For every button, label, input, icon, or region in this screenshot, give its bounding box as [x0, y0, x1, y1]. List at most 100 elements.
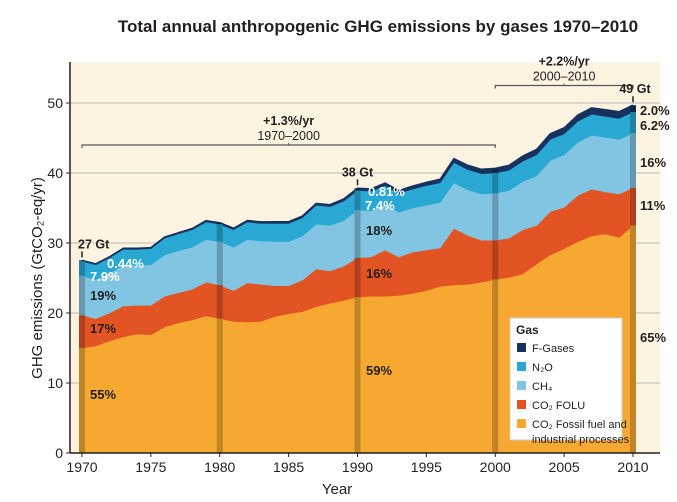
share-label-f-gases: 0.81%	[368, 184, 405, 199]
legend-title: Gas	[516, 323, 539, 337]
share-label-co2-folu: 17%	[90, 321, 116, 336]
band-segment	[630, 105, 636, 113]
band-segment	[354, 190, 361, 211]
band-segment	[216, 224, 223, 242]
legend-swatch	[517, 381, 526, 390]
x-tick-label: 1980	[204, 459, 235, 475]
band-shade	[630, 187, 636, 226]
band-shade	[79, 260, 85, 262]
x-tick-label: 1970	[66, 459, 97, 475]
band-shade	[492, 279, 499, 453]
growth-period-label: 1970–2000	[257, 129, 320, 143]
legend-swatch	[517, 362, 526, 371]
band-segment	[492, 240, 499, 280]
share-label-n2o: 7.4%	[365, 198, 395, 213]
band-segment	[216, 318, 223, 453]
band-shade	[630, 133, 636, 188]
y-tick-label: 30	[47, 235, 63, 251]
legend-label-cont: industrial processes	[532, 434, 630, 446]
band-segment	[630, 225, 636, 453]
legend: Gas F-Gases N₂O CH₄ CO₂ FOLU CO₂ Fossil fuel …	[509, 317, 630, 446]
share-label-co2-folu: 11%	[640, 198, 666, 213]
band-segment	[79, 260, 85, 262]
band-shade	[216, 222, 223, 225]
band-segment	[492, 279, 499, 453]
y-tick-label: 0	[55, 445, 63, 461]
share-labels: 27 Gt 38 Gt 49 Gt 0.44%7.9% 19% 17% 55% 0.81%7.…	[78, 82, 670, 402]
band-shade	[216, 224, 223, 242]
chart-title: Total annual anthropogenic GHG emissions…	[118, 17, 638, 36]
band-shade	[79, 315, 85, 348]
x-axis-label: Year	[322, 481, 352, 498]
growth-rate-label: +2.2%/yr	[539, 55, 590, 69]
share-label-n2o: 6.2%	[640, 118, 670, 133]
x-tick-label: 1990	[342, 459, 373, 475]
band-shade	[492, 193, 499, 241]
band-segment	[79, 261, 85, 276]
y-tick-label: 40	[47, 165, 63, 181]
x-tick-label: 2000	[480, 459, 511, 475]
x-tick-label: 1995	[411, 459, 442, 475]
band-shade	[492, 240, 499, 280]
share-label-f-gases: 0.44%	[107, 256, 144, 271]
band-segment	[216, 285, 223, 319]
band-segment	[216, 241, 223, 285]
legend-swatch	[517, 343, 526, 352]
band-segment	[492, 173, 499, 194]
x-tick-label: 2010	[617, 459, 648, 475]
total-label: 49 Gt	[619, 82, 651, 96]
legend-swatch	[517, 419, 526, 428]
legend-label: N₂O	[532, 362, 553, 374]
band-segment	[630, 187, 636, 226]
band-shade	[216, 241, 223, 285]
band-segment	[79, 315, 85, 348]
growth-period-label: 2000–2010	[533, 70, 596, 84]
share-label-ch4: 19%	[90, 288, 116, 303]
x-tick-label: 1975	[135, 459, 166, 475]
band-shade	[630, 225, 636, 453]
band-segment	[354, 257, 361, 297]
y-axis-label: GHG emissions (GtCO₂-eq/yr)	[29, 177, 46, 379]
x-tick-label: 2005	[549, 459, 580, 475]
legend-label: CO₂ Fossil fuel and	[532, 419, 627, 431]
axes: 0 10 20 30 40 50 1970 1975 1980 1985 1990 1995 2000 2…	[47, 62, 660, 475]
x-tick-label: 1985	[273, 459, 304, 475]
legend-label: F-Gases	[532, 343, 575, 355]
band-segment	[492, 168, 499, 173]
share-label-co2-fossil: 59%	[366, 363, 392, 378]
y-tick-label: 50	[47, 95, 63, 111]
share-label-co2-folu: 16%	[366, 266, 392, 281]
band-shade	[630, 112, 636, 134]
band-segment	[79, 275, 85, 316]
band-shade	[216, 318, 223, 453]
band-shade	[79, 275, 85, 316]
share-label-co2-fossil: 55%	[90, 387, 116, 402]
highlight-year-bands	[79, 105, 636, 453]
share-label-n2o: 7.9%	[90, 269, 120, 284]
legend-label: CH₄	[532, 381, 553, 393]
band-shade	[354, 188, 361, 191]
band-segment	[354, 296, 361, 453]
share-label-ch4: 18%	[366, 223, 392, 238]
band-segment	[630, 133, 636, 188]
band-shade	[79, 348, 85, 453]
band-segment	[216, 222, 223, 225]
share-label-f-gases: 2.0%	[640, 103, 670, 118]
share-label-co2-fossil: 65%	[640, 330, 666, 345]
band-shade	[354, 190, 361, 211]
band-shade	[492, 168, 499, 173]
legend-label: CO₂ FOLU	[532, 400, 585, 412]
band-segment	[492, 193, 499, 241]
total-label: 27 Gt	[78, 237, 110, 251]
band-shade	[630, 105, 636, 113]
y-tick-label: 20	[47, 305, 63, 321]
band-shade	[354, 210, 361, 258]
band-segment	[79, 348, 85, 453]
growth-rate-label: +1.3%/yr	[263, 114, 314, 128]
band-shade	[354, 296, 361, 453]
band-shade	[79, 261, 85, 276]
band-shade	[354, 257, 361, 297]
share-label-ch4: 16%	[640, 155, 666, 170]
legend-swatch	[517, 400, 526, 409]
